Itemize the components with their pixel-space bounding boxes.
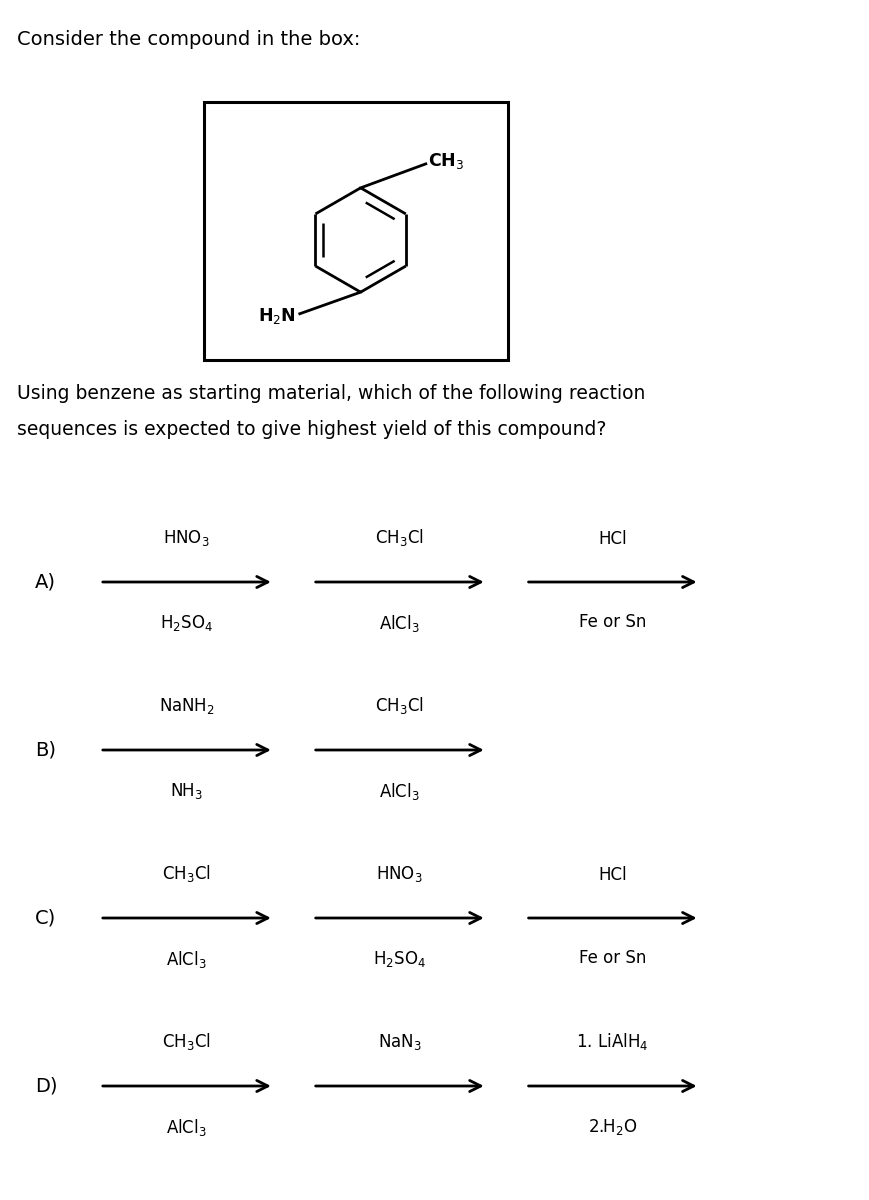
Text: NH$_3$: NH$_3$ [170,781,203,802]
Text: NaN$_3$: NaN$_3$ [378,1032,421,1052]
Text: HCl: HCl [599,530,627,548]
Text: A): A) [35,572,56,592]
Text: AlCl$_3$: AlCl$_3$ [379,613,421,634]
Text: HNO$_3$: HNO$_3$ [376,864,423,884]
Text: HNO$_3$: HNO$_3$ [163,528,210,548]
Text: CH$_3$: CH$_3$ [428,151,465,172]
Text: CH$_3$Cl: CH$_3$Cl [375,527,424,548]
Text: CH$_3$Cl: CH$_3$Cl [163,864,211,884]
Bar [204,102,508,360]
Text: sequences is expected to give highest yield of this compound?: sequences is expected to give highest yi… [17,420,607,439]
Text: AlCl$_3$: AlCl$_3$ [379,781,421,803]
Text: 1. LiAlH$_4$: 1. LiAlH$_4$ [576,1031,649,1052]
Text: C): C) [35,908,56,928]
Text: H$_2$N: H$_2$N [258,306,296,326]
Text: H$_2$SO$_4$: H$_2$SO$_4$ [373,949,427,970]
Text: HCl: HCl [599,866,627,884]
Text: H$_2$SO$_4$: H$_2$SO$_4$ [160,613,214,634]
Text: Fe or Sn: Fe or Sn [579,949,647,967]
Text: AlCl$_3$: AlCl$_3$ [166,1117,208,1138]
Text: CH$_3$Cl: CH$_3$Cl [375,695,424,716]
Text: CH$_3$Cl: CH$_3$Cl [163,1031,211,1052]
Text: Using benzene as starting material, which of the following reaction: Using benzene as starting material, whic… [17,384,646,403]
Text: AlCl$_3$: AlCl$_3$ [166,949,208,970]
Text: D): D) [35,1076,57,1096]
Text: NaNH$_2$: NaNH$_2$ [159,696,215,716]
Text: Fe or Sn: Fe or Sn [579,613,647,631]
Text: Consider the compound in the box:: Consider the compound in the box: [17,30,361,49]
Text: 2.H$_2$O: 2.H$_2$O [587,1117,638,1138]
Text: B): B) [35,740,56,760]
